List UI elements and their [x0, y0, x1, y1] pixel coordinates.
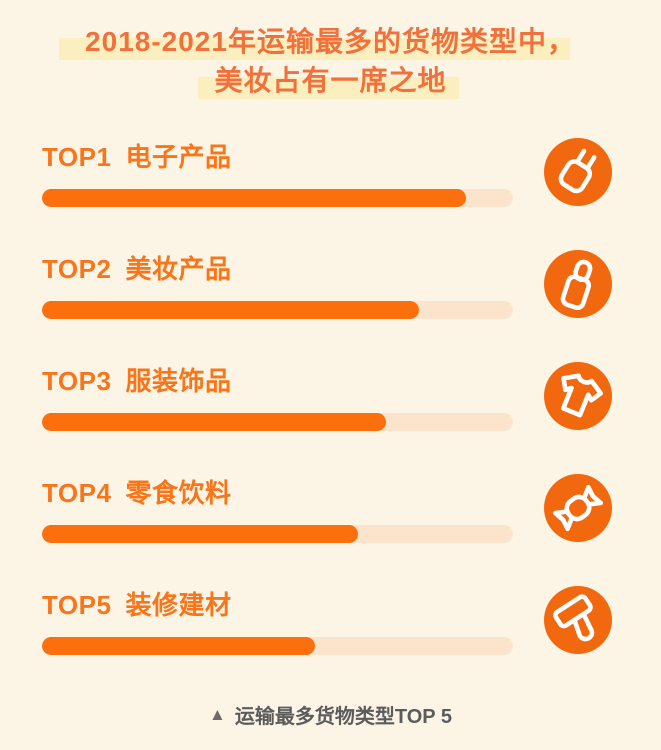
rank-row-label: TOP2 美妆产品	[42, 249, 513, 286]
rank-row-main: TOP4 零食饮料	[42, 473, 513, 543]
category-label: 电子产品	[125, 142, 232, 172]
bar-track	[42, 301, 513, 319]
rank-row-label: TOP5 装修建材	[42, 585, 513, 622]
bar-track	[42, 189, 513, 207]
bar-fill	[42, 637, 316, 655]
rank-label: TOP3	[42, 366, 112, 396]
category-label: 美妆产品	[125, 254, 232, 284]
rank-row-label: TOP3 服装饰品	[42, 361, 513, 398]
bar-fill	[42, 413, 386, 431]
rank-row-main: TOP1 电子产品	[42, 137, 513, 207]
title-line-2: 美妆占有一席之地	[198, 61, 459, 100]
bar-fill	[42, 301, 419, 319]
rank-label: TOP4	[42, 478, 112, 508]
rank-label: TOP1	[42, 142, 112, 172]
bar-fill	[42, 189, 466, 207]
rank-row-label: TOP4 零食饮料	[42, 473, 513, 510]
rank-row-top3: TOP3 服装饰品	[0, 340, 661, 452]
rank-row-top2: TOP2 美妆产品	[0, 228, 661, 340]
triangle-marker-icon: ▲	[209, 704, 226, 724]
t-shirt-icon	[544, 362, 612, 430]
bar-fill	[42, 525, 358, 543]
title-line-1: 2018-2021年运输最多的货物类型中，	[59, 22, 576, 61]
category-label: 服装饰品	[125, 366, 232, 396]
paint-roller-icon	[544, 586, 612, 654]
caption-text: 运输最多货物类型TOP 5	[234, 706, 452, 728]
rank-label: TOP5	[42, 590, 112, 620]
chart-caption: ▲ 运输最多货物类型TOP 5	[0, 700, 661, 729]
rank-row-label: TOP1 电子产品	[42, 137, 513, 174]
rank-row-top4: TOP4 零食饮料	[0, 452, 661, 564]
bar-track	[42, 637, 513, 655]
cosmetic-bottle-icon	[544, 250, 612, 318]
power-plug-icon	[544, 138, 612, 206]
category-label: 零食饮料	[125, 478, 232, 508]
candy-icon	[544, 474, 612, 542]
rank-row-top1: TOP1 电子产品	[0, 116, 661, 228]
rank-row-main: TOP5 装修建材	[42, 585, 513, 655]
rank-row-main: TOP2 美妆产品	[42, 249, 513, 319]
rank-label: TOP2	[42, 254, 112, 284]
category-label: 装修建材	[125, 590, 232, 620]
bar-track	[42, 525, 513, 543]
ranking-list: TOP1 电子产品 TOP2 美妆产品	[0, 116, 661, 676]
page-title: 2018-2021年运输最多的货物类型中， 美妆占有一席之地	[0, 0, 661, 100]
rank-row-main: TOP3 服装饰品	[42, 361, 513, 431]
bar-track	[42, 413, 513, 431]
rank-row-top5: TOP5 装修建材	[0, 564, 661, 676]
